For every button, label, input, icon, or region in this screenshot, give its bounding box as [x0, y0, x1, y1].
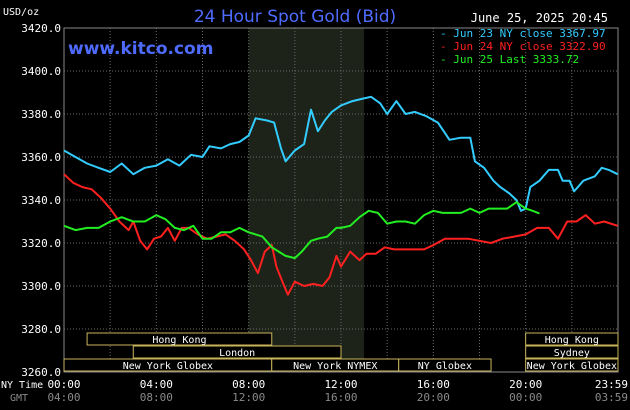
session-label: New York NYMEX	[293, 361, 377, 372]
x-tick-gmt: 16:00	[324, 391, 357, 404]
x-tick-gmt: 08:00	[140, 391, 173, 404]
y-axis: 3420.0 3400.0 3380.0 3360.0 3340.0 3320.0 3300…	[21, 22, 61, 379]
x-tick-ny: 00:00	[47, 378, 80, 391]
x-tick-ny: 16:00	[417, 378, 450, 391]
session-label: New York Globex	[123, 361, 213, 372]
shaded-session-region	[248, 28, 365, 372]
y-tick-label: 3280.0	[21, 323, 61, 336]
legend-item: - Jun 24 NY close 3322.90	[440, 40, 606, 53]
series-line	[63, 201, 540, 260]
ny-time-label: NY Time	[1, 380, 43, 391]
price-series	[63, 95, 619, 296]
y-tick-label: 3420.0	[21, 22, 61, 35]
website-link[interactable]: www.kitco.com	[68, 39, 213, 59]
session-label: Hong Kong	[152, 335, 206, 346]
x-tick-ny: 20:00	[509, 378, 542, 391]
x-tick-gmt: 20:00	[417, 391, 450, 404]
plot-border	[63, 27, 619, 373]
series-line	[63, 173, 618, 296]
session-box	[525, 358, 619, 372]
timestamp: June 25, 2025 20:45	[471, 11, 608, 25]
y-tick-label: 3300.0	[21, 280, 61, 293]
session-label: Hong Kong	[545, 335, 599, 346]
unit-label: USD/oz	[3, 7, 39, 18]
gmt-label: GMT	[10, 393, 28, 404]
y-tick-label: 3400.0	[21, 65, 61, 78]
session-label: London	[219, 348, 255, 359]
session-label: Sydney	[554, 348, 590, 359]
session-label: NY Globex	[418, 361, 472, 372]
y-tick-label: 3380.0	[21, 108, 61, 121]
x-tick-gmt: 03:59	[595, 391, 628, 404]
session-box	[132, 345, 342, 359]
chart-title: 24 Hour Spot Gold (Bid)	[194, 7, 396, 27]
session-box	[86, 332, 273, 346]
chart-grid	[63, 27, 619, 373]
x-tick-gmt: 12:00	[232, 391, 265, 404]
y-tick-label: 3360.0	[21, 151, 61, 164]
x-tick-ny: 12:00	[324, 378, 357, 391]
legend-item: - Jun 23 NY close 3367.97	[440, 27, 606, 40]
x-tick-gmt: 04:00	[47, 391, 80, 404]
x-axis: NY TimeGMT00:0004:0004:0008:0008:0012:00…	[1, 378, 628, 404]
x-tick-ny: 23:59	[595, 378, 628, 391]
session-box	[398, 358, 492, 372]
x-tick-ny: 04:00	[140, 378, 173, 391]
legend: - Jun 23 NY close 3367.97- Jun 24 NY clo…	[440, 27, 606, 66]
y-tick-label: 3340.0	[21, 194, 61, 207]
session-label: New York Globex	[527, 361, 617, 372]
y-tick-label: 3260.0	[21, 366, 61, 379]
y-tick-label: 3320.0	[21, 237, 61, 250]
session-box	[525, 345, 619, 359]
series-line	[63, 95, 619, 212]
legend-item: - Jun 25 Last 3333.72	[440, 53, 579, 66]
x-tick-ny: 08:00	[232, 378, 265, 391]
market-sessions: Hong Kong Hong Kong London Sydney New York G…	[63, 332, 619, 372]
x-tick-gmt: 00:00	[509, 391, 542, 404]
session-box	[525, 332, 619, 346]
